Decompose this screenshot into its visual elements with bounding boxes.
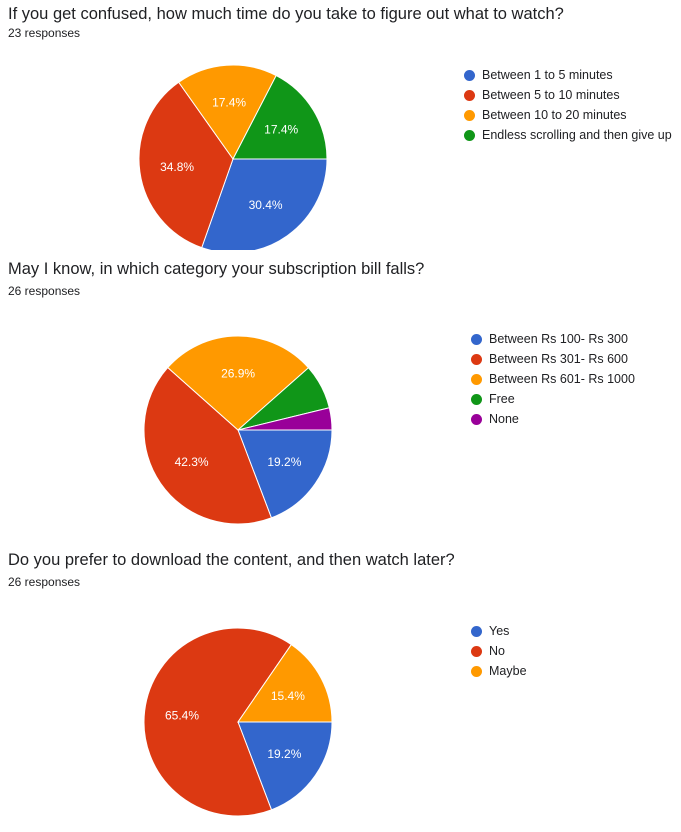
legend-label: Endless scrolling and then give up [482, 128, 672, 142]
legend-label: Between Rs 601- Rs 1000 [489, 372, 635, 386]
slice-value-label: 26.9% [221, 367, 255, 381]
legend-swatch-icon [471, 645, 482, 657]
pie-slice-between-5-to-10-minutes [138, 81, 234, 249]
legend-swatch-icon [471, 333, 482, 345]
legend-swatch-icon [471, 393, 482, 405]
chart-legend: Between 1 to 5 minutes Between 5 to 10 mi… [464, 65, 672, 145]
slice-value-label: 30.4% [249, 198, 283, 212]
legend-swatch-icon [464, 69, 475, 81]
slice-value-label: 17.4% [212, 96, 246, 110]
legend-label: Between 5 to 10 minutes [482, 88, 620, 102]
legend-item-between-rs-601-rs-1000: Between Rs 601- Rs 1000 [471, 369, 635, 389]
legend-swatch-icon [471, 373, 482, 385]
pie-slice-none [237, 407, 333, 431]
legend-item-between-rs-301-rs-600: Between Rs 301- Rs 600 [471, 349, 635, 369]
chart-card-screen-time: If you get confused, how much time do yo… [0, 0, 681, 250]
legend-item-between-5-to-10-minutes: Between 5 to 10 minutes [464, 85, 672, 105]
legend-label: Yes [489, 624, 510, 638]
pie-slice-maybe [237, 643, 333, 723]
pie-chart: 30.4% 34.8% 17.4% 17.4% [138, 64, 328, 250]
pie-slice-between-rs-100-rs-300 [237, 429, 333, 519]
pie-slice-no [143, 627, 293, 817]
response-count: 26 responses [8, 284, 81, 298]
legend-label: Between 10 to 20 minutes [482, 108, 627, 122]
pie-slice-between-rs-601-rs-1000 [167, 335, 310, 431]
chart-legend: Between Rs 100- Rs 300 Between Rs 301- Rs… [471, 329, 635, 429]
legend-item-between-1-to-5-minutes: Between 1 to 5 minutes [464, 65, 672, 85]
legend-label: None [489, 412, 519, 426]
pie-slice-between-10-to-20-minutes [178, 64, 277, 160]
slice-value-label: 17.4% [264, 123, 298, 137]
legend-label: Between Rs 301- Rs 600 [489, 352, 628, 366]
legend-item-endless-scrolling-and-then-give-up: Endless scrolling and then give up [464, 125, 672, 145]
response-count: 26 responses [8, 575, 81, 589]
chart-card-subscription-bill: May I know, in which category your subsc… [0, 255, 681, 535]
legend-label: Free [489, 392, 515, 406]
legend-item-yes: Yes [471, 621, 527, 641]
chart-legend: Yes No Maybe [471, 621, 527, 681]
pie-slice-yes [237, 721, 333, 811]
legend-swatch-icon [464, 89, 475, 101]
chart-card-download-preference: Do you prefer to download the content, a… [0, 546, 681, 832]
legend-item-no: No [471, 641, 527, 661]
slice-value-label: 34.8% [160, 160, 194, 174]
legend-label: Between 1 to 5 minutes [482, 68, 613, 82]
legend-item-between-10-to-20-minutes: Between 10 to 20 minutes [464, 105, 672, 125]
legend-item-between-rs-100-rs-300: Between Rs 100- Rs 300 [471, 329, 635, 349]
slice-value-label: 19.2% [267, 747, 301, 761]
slice-value-label: 42.3% [175, 455, 209, 469]
legend-swatch-icon [464, 109, 475, 121]
question-title: If you get confused, how much time do yo… [8, 5, 564, 23]
response-count: 23 responses [8, 26, 81, 40]
legend-swatch-icon [471, 413, 482, 425]
question-title: Do you prefer to download the content, a… [8, 551, 455, 569]
pie-slice-between-1-to-5-minutes [201, 158, 328, 250]
legend-swatch-icon [471, 665, 482, 677]
legend-item-none: None [471, 409, 635, 429]
slice-value-label: 65.4% [165, 708, 199, 722]
legend-swatch-icon [471, 353, 482, 365]
slice-value-label: 19.2% [267, 455, 301, 469]
pie-chart: 19.2% 65.4% 15.4% [143, 627, 333, 817]
pie-slice-endless-scrolling-and-then-give-up [232, 74, 328, 160]
legend-swatch-icon [464, 129, 475, 141]
legend-item-free: Free [471, 389, 635, 409]
slice-value-label: 15.4% [271, 689, 305, 703]
legend-swatch-icon [471, 625, 482, 637]
legend-label: Between Rs 100- Rs 300 [489, 332, 628, 346]
legend-label: Maybe [489, 664, 527, 678]
legend-item-maybe: Maybe [471, 661, 527, 681]
question-title: May I know, in which category your subsc… [8, 260, 425, 278]
pie-chart: 19.2% 42.3% 26.9% [143, 335, 333, 525]
pie-slice-between-rs-301-rs-600 [143, 366, 273, 525]
legend-label: No [489, 644, 505, 658]
